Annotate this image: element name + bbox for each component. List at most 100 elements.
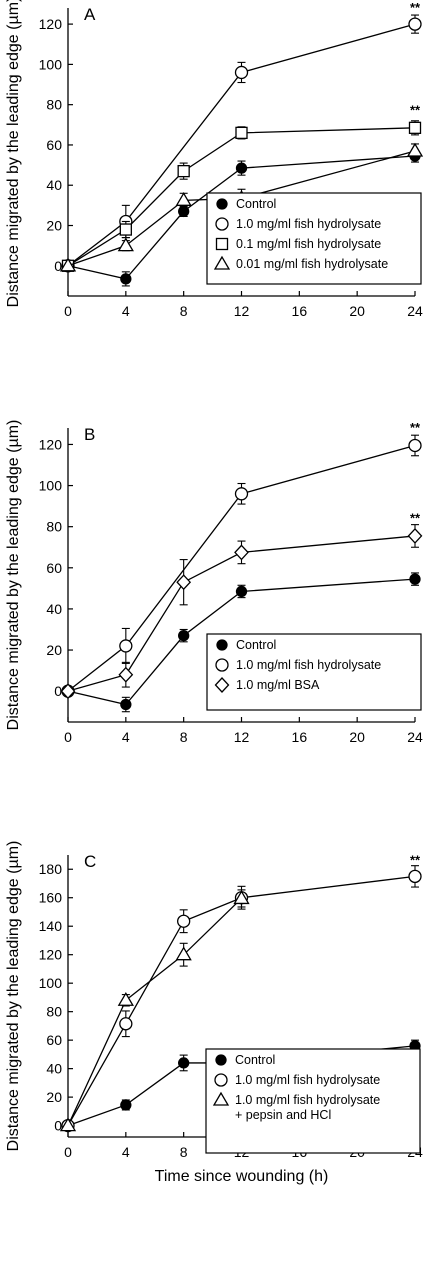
y-tick-label: 80 bbox=[46, 1004, 62, 1020]
x-tick-label: 8 bbox=[180, 729, 188, 745]
y-axis-label: Distance migrated by the leading edge (µ… bbox=[5, 420, 22, 731]
legend-label: 1.0 mg/ml BSA bbox=[236, 678, 320, 692]
x-tick-label: 8 bbox=[180, 303, 188, 319]
data-point bbox=[119, 639, 133, 653]
legend-marker bbox=[213, 255, 231, 270]
legend-label: 0.1 mg/ml fish hydrolysate bbox=[236, 237, 381, 251]
legend-label: Control bbox=[236, 638, 276, 652]
series-line bbox=[67, 23, 416, 267]
x-axis-label: Time since wounding (h) bbox=[155, 1168, 329, 1185]
legend-label: Control bbox=[235, 1053, 275, 1067]
legend-label: 1.0 mg/ml fish hydrolysate bbox=[235, 1093, 380, 1107]
y-axis-label: Distance migrated by the leading edge (µ… bbox=[5, 0, 22, 307]
y-axis-label: Distance migrated by the leading edge (µ… bbox=[5, 841, 22, 1152]
panel-label: C bbox=[84, 852, 96, 871]
y-tick-label: 140 bbox=[39, 918, 63, 934]
x-tick-label: 0 bbox=[64, 303, 72, 319]
data-point bbox=[120, 698, 132, 711]
y-tick-label: 20 bbox=[46, 1089, 62, 1105]
x-tick-label: 0 bbox=[64, 729, 72, 745]
y-tick-label: 80 bbox=[46, 519, 62, 535]
data-point bbox=[117, 237, 134, 252]
data-point bbox=[234, 65, 249, 80]
data-point bbox=[233, 890, 250, 905]
y-tick-label: 60 bbox=[46, 560, 62, 576]
data-point bbox=[175, 192, 192, 206]
legend: Control 1.0 mg/ml fish hydrolysate 1.0 mg/… bbox=[205, 1048, 421, 1154]
y-tick-label: 40 bbox=[46, 1061, 62, 1077]
data-point bbox=[235, 126, 248, 140]
series-4 bbox=[59, 142, 424, 272]
legend-marker bbox=[216, 198, 228, 210]
legend-marker bbox=[215, 658, 229, 672]
data-point bbox=[409, 573, 421, 585]
data-point bbox=[119, 1017, 133, 1031]
legend-label: 1.0 mg/ml fish hydrolysate bbox=[235, 1073, 380, 1087]
data-point bbox=[117, 991, 134, 1006]
y-tick-label: 180 bbox=[39, 861, 63, 877]
legend-marker bbox=[216, 639, 228, 651]
data-point bbox=[178, 1057, 190, 1069]
y-tick-label: 20 bbox=[46, 642, 62, 658]
data-point bbox=[407, 527, 423, 544]
y-tick-label: 120 bbox=[39, 947, 63, 963]
x-tick-label: 24 bbox=[407, 729, 423, 745]
significance-annotation: ** bbox=[410, 103, 421, 118]
y-tick-label: 160 bbox=[39, 890, 63, 906]
data-point bbox=[408, 17, 422, 31]
data-point bbox=[59, 1117, 77, 1132]
significance-annotation: ** bbox=[410, 0, 421, 15]
data-point bbox=[176, 574, 192, 591]
panel-b: B 0 20 40 60 80 100 120 0 4 8 12 16 20 24 Distance migr… bbox=[5, 420, 423, 745]
data-point bbox=[408, 121, 422, 134]
legend-box bbox=[206, 192, 422, 285]
y-tick-label: 40 bbox=[46, 177, 62, 193]
data-point bbox=[120, 1099, 132, 1111]
legend-label: 1.0 mg/ml fish hydrolysate bbox=[236, 217, 381, 231]
significance-annotation: ** bbox=[410, 420, 421, 435]
y-tick-label: 100 bbox=[39, 478, 63, 494]
x-tick-label: 4 bbox=[122, 303, 130, 319]
y-tick-label: 40 bbox=[46, 601, 62, 617]
panel-label: A bbox=[84, 5, 96, 24]
legend-marker bbox=[215, 237, 229, 251]
legend-label: 0.01 mg/ml fish hydrolysate bbox=[236, 257, 388, 271]
legend-marker bbox=[214, 1073, 228, 1087]
data-point bbox=[235, 585, 248, 598]
y-tick-label: 120 bbox=[39, 436, 63, 452]
data-point bbox=[118, 666, 134, 683]
y-tick-label: 100 bbox=[39, 975, 63, 991]
data-point bbox=[177, 914, 191, 928]
panel-a: A 0 20 40 60 80 100 120 0 4 8 12 16 20 24 Distance migr… bbox=[5, 0, 424, 319]
x-tick-label: 8 bbox=[180, 1144, 188, 1160]
series-3 bbox=[59, 889, 250, 1132]
series-2 bbox=[61, 865, 422, 1133]
panel-label: B bbox=[84, 425, 95, 444]
legend: Control 1.0 mg/ml fish hydrolysate 0.1 mg/… bbox=[206, 192, 422, 285]
data-point bbox=[175, 946, 192, 961]
legend-marker bbox=[212, 1091, 230, 1106]
y-tick-label: 0 bbox=[54, 258, 62, 274]
data-point bbox=[406, 142, 424, 157]
y-tick-label: 0 bbox=[54, 1118, 62, 1134]
legend-label: 1.0 mg/ml fish hydrolysate bbox=[236, 658, 381, 672]
data-point bbox=[119, 223, 132, 236]
legend-marker bbox=[215, 1054, 227, 1066]
y-tick-label: 60 bbox=[46, 137, 62, 153]
x-tick-label: 16 bbox=[292, 303, 308, 319]
y-tick-label: 120 bbox=[39, 16, 63, 32]
legend-box bbox=[205, 1048, 421, 1154]
y-tick-label: 60 bbox=[46, 1032, 62, 1048]
significance-annotation: ** bbox=[410, 853, 421, 868]
data-point bbox=[235, 162, 248, 174]
data-point bbox=[234, 487, 249, 501]
x-tick-label: 4 bbox=[122, 729, 130, 745]
panel-c: C02040608010012014016018004812162024Dist… bbox=[5, 841, 423, 1185]
legend-label-line2: + pepsin and HCl bbox=[235, 1108, 331, 1122]
legend-marker bbox=[215, 217, 229, 231]
y-tick-label: 20 bbox=[46, 218, 62, 234]
legend-box bbox=[206, 633, 422, 711]
x-tick-label: 24 bbox=[407, 303, 423, 319]
legend: Control 1.0 mg/ml fish hydrolysate 1.0 mg/… bbox=[206, 633, 422, 711]
